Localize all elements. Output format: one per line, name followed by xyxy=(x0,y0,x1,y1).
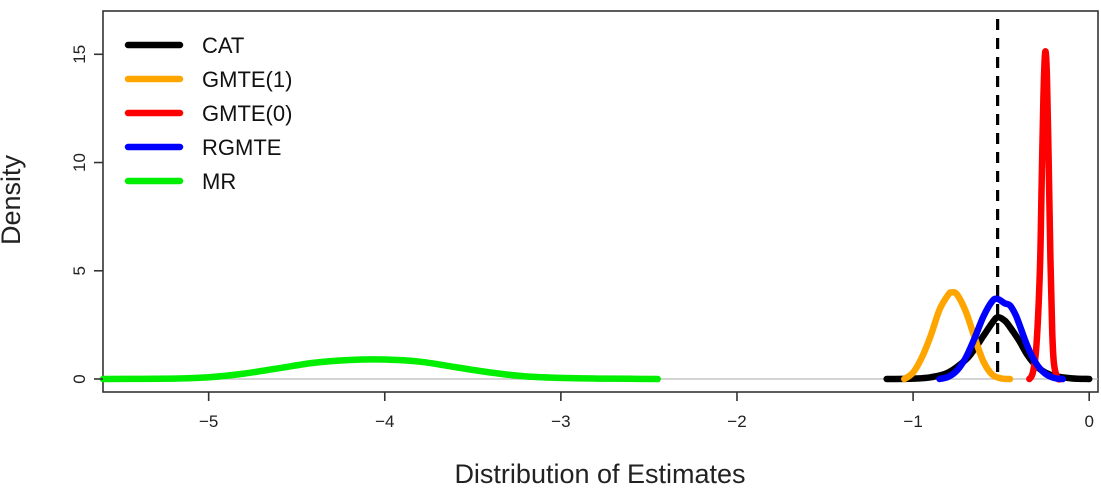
series-line-rgmte xyxy=(936,295,1067,383)
y-axis: 0 5 10 15 xyxy=(70,45,103,384)
x-tick-label: −5 xyxy=(199,412,218,431)
x-axis: −5 −4 −3 −2 −1 0 xyxy=(199,392,1094,431)
series-line-gmte-0 xyxy=(1026,48,1065,383)
series-line-gmte-1 xyxy=(901,289,1014,383)
legend-label-gmte-0: GMTE(0) xyxy=(202,101,292,126)
x-tick-label: 0 xyxy=(1084,412,1093,431)
y-tick-label: 5 xyxy=(70,266,89,275)
x-tick-label: −2 xyxy=(727,412,746,431)
x-tick-label: −1 xyxy=(903,412,922,431)
y-axis-title: Density xyxy=(0,154,26,245)
y-tick-label: 0 xyxy=(70,374,89,383)
legend-label-cat: CAT xyxy=(202,33,244,58)
x-tick-label: −3 xyxy=(551,412,570,431)
legend: CAT GMTE(1) GMTE(0) RGMTE MR xyxy=(124,33,292,194)
legend-label-mr: MR xyxy=(202,169,236,194)
y-tick-label: 15 xyxy=(70,45,89,64)
series-line-mr xyxy=(99,356,661,383)
legend-label-rgmte: RGMTE xyxy=(202,135,281,160)
series-lines xyxy=(99,48,1093,383)
legend-label-gmte-1: GMTE(1) xyxy=(202,67,292,92)
plot-frame xyxy=(102,10,1099,393)
y-tick-label: 10 xyxy=(70,153,89,172)
x-axis-title: Distribution of Estimates xyxy=(454,459,745,489)
x-tick-label: −4 xyxy=(375,412,394,431)
